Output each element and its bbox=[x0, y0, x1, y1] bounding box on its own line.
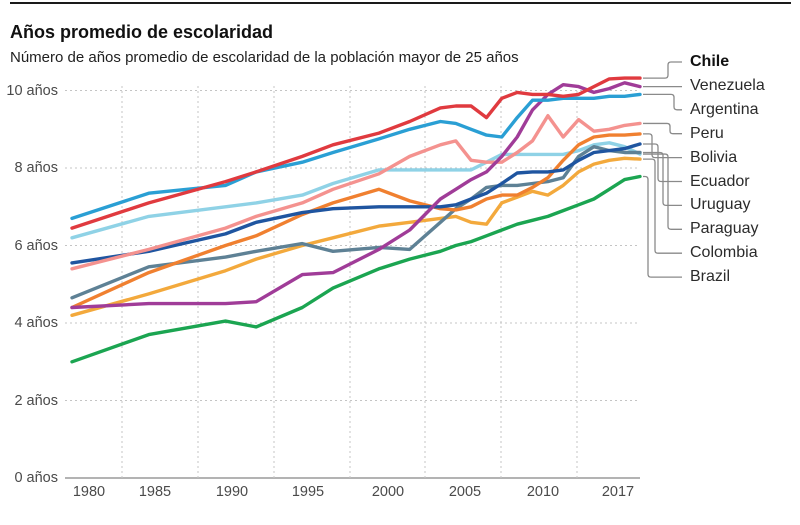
legend-connector-bolivia bbox=[643, 133, 682, 159]
legend-label-brazil: Brazil bbox=[690, 268, 731, 286]
legend-connector-peru bbox=[643, 122, 682, 135]
chart-line-brazil bbox=[70, 174, 642, 364]
legend-label-peru: Peru bbox=[690, 124, 724, 142]
legend-label-chile: Chile bbox=[690, 53, 730, 70]
legend-label-colombia: Colombia bbox=[690, 244, 758, 262]
legend-connector-uruguay bbox=[643, 151, 682, 207]
y-tick-label: 0 años bbox=[14, 470, 58, 486]
legend-connector-chile bbox=[643, 61, 682, 79]
chart-line-bolivia bbox=[70, 132, 642, 310]
chart-line-colombia bbox=[70, 156, 642, 317]
chart-line-peru bbox=[70, 113, 642, 271]
legend-label-argentina: Argentina bbox=[690, 100, 759, 118]
y-tick-label: 6 años bbox=[14, 237, 58, 254]
legend-label-ecuador: Ecuador bbox=[690, 172, 750, 190]
legend-connector-colombia bbox=[643, 158, 682, 254]
chart-line-uruguay bbox=[70, 144, 642, 300]
top-rule bbox=[10, 2, 791, 4]
y-tick-label: 4 años bbox=[14, 315, 58, 331]
legend-connector-argentina bbox=[643, 93, 682, 111]
chart-line-ecuador bbox=[70, 142, 642, 265]
x-tick-label: 1995 bbox=[291, 484, 325, 500]
x-tick-label: 2017 bbox=[601, 484, 635, 500]
x-tick-label: 2005 bbox=[448, 484, 482, 500]
legend-connector-ecuador bbox=[643, 143, 682, 183]
x-tick-label: 1985 bbox=[138, 484, 172, 500]
chart-line-chile bbox=[70, 76, 642, 230]
y-tick-label: 8 años bbox=[14, 160, 58, 176]
chart-subtitle: Número de años promedio de escolaridad d… bbox=[10, 49, 519, 66]
x-tick-label: 2000 bbox=[371, 484, 405, 500]
x-tick-label: 1990 bbox=[215, 484, 249, 500]
x-tick-label: 2010 bbox=[526, 484, 560, 500]
x-tick-label: 1980 bbox=[72, 484, 106, 500]
y-tick-label: 2 años bbox=[14, 392, 58, 409]
legend-label-uruguay: Uruguay bbox=[690, 196, 751, 214]
chart-line-paraguay bbox=[70, 141, 642, 240]
legend-connector-paraguay bbox=[643, 153, 682, 230]
legend-connector-brazil bbox=[643, 175, 682, 278]
legend-label-paraguay: Paraguay bbox=[690, 220, 759, 238]
legend-label-venezuela: Venezuela bbox=[690, 76, 765, 94]
chart-line-argentina bbox=[70, 92, 642, 221]
legend-label-bolivia: Bolivia bbox=[690, 148, 738, 166]
chart-title: Años promedio de escolaridad bbox=[10, 22, 274, 43]
y-tick-label: 10 años bbox=[6, 82, 58, 99]
